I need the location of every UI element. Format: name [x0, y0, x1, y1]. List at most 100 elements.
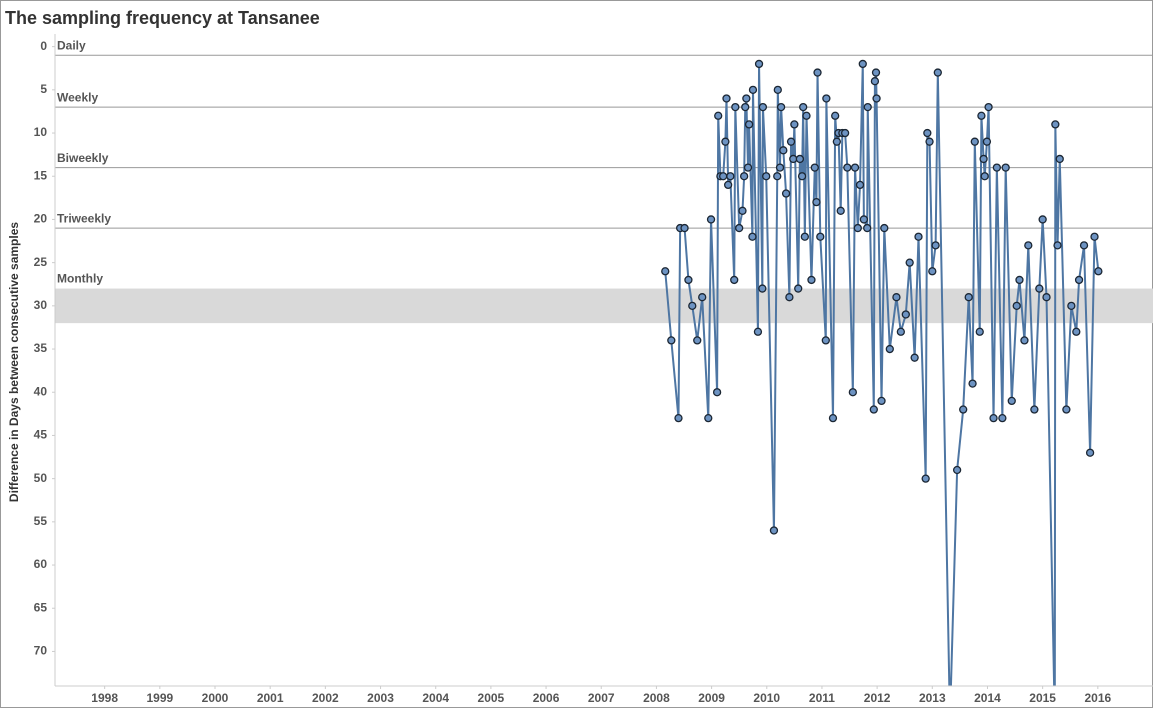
- data-point: [738, 206, 747, 215]
- data-point: [928, 267, 937, 276]
- data-point: [674, 414, 683, 423]
- data-point: [813, 68, 822, 77]
- data-line: [664, 62, 1100, 686]
- data-point: [931, 241, 940, 250]
- x-tick-label: 2000: [202, 691, 229, 705]
- y-tick-label: 20: [34, 212, 48, 226]
- data-point: [779, 146, 788, 155]
- y-tick-label: 25: [34, 255, 48, 269]
- data-point: [706, 215, 716, 224]
- y-tick-label: 50: [34, 471, 48, 485]
- data-point: [869, 405, 878, 414]
- data-point: [1024, 241, 1033, 250]
- data-point: [769, 526, 779, 535]
- data-point: [1042, 293, 1051, 302]
- data-point: [853, 223, 862, 233]
- data-point: [1053, 241, 1062, 250]
- y-tick-label: 15: [34, 168, 48, 182]
- data-point: [776, 102, 786, 112]
- data-point: [905, 258, 914, 267]
- data-point: [684, 275, 693, 285]
- y-tick-label: 70: [34, 644, 48, 658]
- data-point: [781, 189, 791, 198]
- data-point: [1035, 284, 1044, 293]
- y-tick-label: 35: [34, 341, 48, 355]
- x-tick-label: 2011: [809, 691, 835, 705]
- data-point: [979, 154, 988, 164]
- data-point: [871, 68, 881, 77]
- data-point: [712, 388, 722, 397]
- data-point: [877, 396, 886, 406]
- data-point: [832, 137, 841, 146]
- data-point: [785, 293, 794, 302]
- reference-label: Biweekly: [57, 151, 109, 165]
- x-tick-label: 2006: [533, 691, 560, 705]
- data-point: [822, 94, 831, 103]
- data-point: [795, 154, 805, 164]
- data-point: [921, 474, 930, 483]
- data-point: [952, 465, 962, 475]
- data-point: [802, 111, 811, 120]
- data-point: [959, 405, 968, 414]
- data-point: [719, 172, 728, 181]
- data-point: [1012, 301, 1021, 310]
- data-point: [688, 301, 697, 310]
- x-tick-label: 2015: [1029, 691, 1056, 705]
- data-point: [1074, 275, 1084, 285]
- data-point: [1020, 336, 1029, 345]
- data-point: [722, 94, 731, 103]
- data-point: [968, 379, 977, 388]
- data-point: [885, 344, 894, 354]
- data-point: [726, 172, 735, 181]
- data-point: [1030, 405, 1039, 414]
- data-point: [896, 327, 905, 336]
- y-tick-label: 40: [34, 384, 48, 398]
- data-point: [989, 414, 998, 423]
- data-point: [799, 102, 808, 112]
- data-point: [797, 172, 807, 181]
- data-point: [855, 180, 865, 190]
- data-point: [1090, 232, 1099, 241]
- data-point: [863, 102, 872, 112]
- data-point: [980, 172, 989, 181]
- data-point: [923, 128, 932, 138]
- data-point: [748, 232, 757, 241]
- data-point: [859, 215, 869, 224]
- x-tick-label: 2003: [367, 691, 394, 705]
- data-point: [1079, 241, 1089, 250]
- data-point: [810, 163, 819, 172]
- data-point: [730, 275, 739, 285]
- data-point: [901, 310, 910, 319]
- data-point: [1055, 154, 1064, 164]
- data-point: [775, 163, 785, 172]
- data-point: [910, 353, 919, 362]
- data-point: [984, 102, 993, 112]
- data-point: [800, 232, 809, 241]
- data-point: [680, 223, 689, 233]
- data-point: [661, 267, 670, 276]
- data-point: [758, 102, 768, 112]
- data-point: [1067, 301, 1076, 310]
- chart-title: The sampling frequency at Tansanee: [5, 8, 320, 28]
- data-point: [870, 77, 880, 86]
- y-tick-label: 5: [40, 82, 47, 96]
- x-tick-label: 2014: [974, 691, 1001, 705]
- x-tick-label: 2001: [257, 691, 284, 705]
- data-point: [698, 293, 707, 302]
- data-point: [762, 172, 771, 181]
- data-point: [1038, 215, 1047, 224]
- x-tick-label: 2010: [753, 691, 780, 705]
- x-tick-label: 2012: [864, 691, 891, 705]
- y-tick-label: 30: [34, 298, 48, 312]
- data-point: [850, 163, 860, 172]
- data-point: [1001, 163, 1010, 172]
- data-point: [872, 94, 881, 103]
- data-point: [758, 284, 767, 293]
- x-tick-label: 2004: [422, 691, 449, 705]
- data-point: [1007, 396, 1016, 406]
- data-point: [982, 137, 992, 146]
- data-point: [1051, 120, 1060, 129]
- data-point: [704, 414, 713, 423]
